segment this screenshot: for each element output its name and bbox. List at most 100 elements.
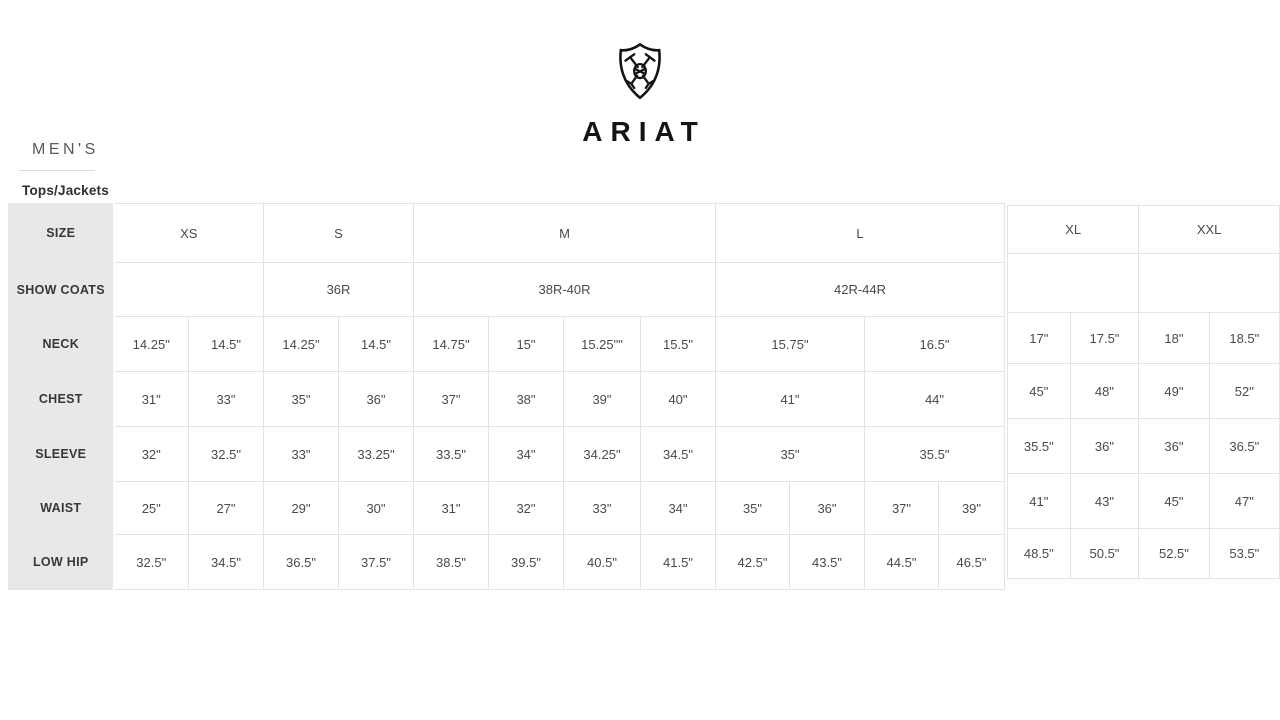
row-label: LOW HIP <box>8 534 115 590</box>
size-cell: 53.5" <box>1208 528 1280 579</box>
size-cell: 36.5" <box>263 534 339 590</box>
size-table-main: SIZE XS S M L SHOW COATS 36R 38R-40R 42R-44R NECK… <box>8 203 1005 590</box>
size-cell: 48.5" <box>1007 528 1071 579</box>
row-label: SLEEVE <box>8 426 115 482</box>
size-cell: 36" <box>789 481 865 535</box>
size-cell: 41.5" <box>640 534 716 590</box>
table-row: CHEST 31" 33" 35" 36" 37" 38" 39" 40" 41" 44" <box>8 371 1005 427</box>
table-row: XL XXL <box>1006 205 1280 254</box>
size-cell: 36.5" <box>1208 418 1280 474</box>
size-cell: 40" <box>640 371 716 427</box>
size-cell: 41" <box>1007 473 1071 529</box>
size-cell: 34.5" <box>640 426 716 482</box>
size-cell: 17.5" <box>1069 312 1140 364</box>
size-cell: 39" <box>563 371 641 427</box>
size-cell: 36R <box>263 262 414 317</box>
size-cell: 37" <box>413 371 489 427</box>
size-cell: 32.5" <box>188 426 264 482</box>
size-cell: 14.5" <box>188 316 264 372</box>
table-row: SLEEVE 32" 32.5" 33" 33.25" 33.5" 34" 34.25" 34.… <box>8 426 1005 482</box>
size-cell: 33" <box>263 426 339 482</box>
table-row: 41" 43" 45" 47" <box>1007 473 1280 529</box>
size-cell: 49" <box>1138 363 1210 419</box>
size-cell <box>1138 253 1280 313</box>
size-cell: 15.5" <box>640 316 716 372</box>
size-cell <box>113 262 264 317</box>
row-label: SIZE <box>8 203 115 263</box>
size-cell: 36" <box>338 371 414 427</box>
table-row: 17" 17.5" 18" 18.5" <box>1007 312 1280 364</box>
size-cell: 25" <box>113 481 189 535</box>
table-row <box>1006 253 1280 313</box>
size-cell: 35" <box>715 481 790 535</box>
size-cell <box>1006 253 1140 313</box>
size-cell: 27" <box>188 481 264 535</box>
brand-logo: ARIAT <box>0 40 1280 148</box>
size-cell: 32" <box>488 481 564 535</box>
size-cell: 44" <box>864 371 1005 427</box>
row-label: CHEST <box>8 371 115 427</box>
size-cell: 35" <box>715 426 865 482</box>
size-cell: 35.5" <box>864 426 1005 482</box>
size-cell: L <box>715 203 1005 263</box>
size-cell: XS <box>113 203 264 263</box>
size-cell: 14.75" <box>413 316 489 372</box>
size-cell: 46.5" <box>938 534 1005 590</box>
size-cell: 15.75" <box>715 316 865 372</box>
size-cell: 14.5" <box>338 316 414 372</box>
size-cell: 38" <box>488 371 564 427</box>
section-title: MEN'S <box>32 141 99 158</box>
brand-name: ARIAT <box>582 116 706 147</box>
size-cell: 52.5" <box>1138 528 1210 579</box>
table-row: SHOW COATS 36R 38R-40R 42R-44R <box>8 262 1005 317</box>
size-cell: 34" <box>640 481 716 535</box>
size-cell: 47" <box>1208 473 1280 529</box>
size-cell: 39.5" <box>488 534 564 590</box>
size-cell: 45" <box>1007 363 1071 419</box>
size-cell: 42.5" <box>715 534 790 590</box>
size-cell: 39" <box>938 481 1005 535</box>
table-row: 35.5" 36" 36" 36.5" <box>1007 418 1280 474</box>
size-cell: 35.5" <box>1007 418 1071 474</box>
size-cell: 42R-44R <box>715 262 1005 317</box>
size-cell: 18.5" <box>1208 312 1280 364</box>
size-cell: 48" <box>1069 363 1140 419</box>
size-cell: 45" <box>1138 473 1210 529</box>
section-divider <box>19 170 95 171</box>
table-row: LOW HIP 32.5" 34.5" 36.5" 37.5" 38.5" 39.5" 40.… <box>8 534 1005 590</box>
size-cell: 37.5" <box>338 534 414 590</box>
size-cell: XL <box>1006 205 1140 254</box>
size-cell: 34.25" <box>563 426 641 482</box>
ariat-shield-icon <box>619 42 661 100</box>
size-cell: 52" <box>1208 363 1280 419</box>
size-cell: 40.5" <box>563 534 641 590</box>
size-cell: 33" <box>563 481 641 535</box>
size-cell: 29" <box>263 481 339 535</box>
table-row: WAIST 25" 27" 29" 30" 31" 32" 33" 34" 35" 36" 37" 39… <box>8 481 1005 535</box>
table-row: SIZE XS S M L <box>8 203 1005 263</box>
size-cell: XXL <box>1138 205 1280 254</box>
size-cell: 35" <box>263 371 339 427</box>
size-cell: 18" <box>1138 312 1210 364</box>
size-cell: 15.25"" <box>563 316 641 372</box>
size-cell: 36" <box>1069 418 1140 474</box>
size-cell: 50.5" <box>1069 528 1140 579</box>
size-cell: 30" <box>338 481 414 535</box>
size-cell: 36" <box>1138 418 1210 474</box>
size-cell: 33.5" <box>413 426 489 482</box>
size-table-xl-xxl: XL XXL 17" 17.5" 18" 18.5" 45" 48" 49" 52" 35.5" 36… <box>1006 205 1280 579</box>
size-cell: 33" <box>188 371 264 427</box>
size-cell: 37" <box>864 481 939 535</box>
size-cell: 14.25" <box>113 316 189 372</box>
subsection-title: Tops/Jackets <box>22 183 109 198</box>
size-cell: M <box>413 203 716 263</box>
size-cell: 15" <box>488 316 564 372</box>
row-label: SHOW COATS <box>8 262 115 317</box>
size-cell: 34" <box>488 426 564 482</box>
row-label: WAIST <box>8 481 115 535</box>
size-cell: 44.5" <box>864 534 939 590</box>
size-cell: 34.5" <box>188 534 264 590</box>
size-cell: 16.5" <box>864 316 1005 372</box>
table-row: 45" 48" 49" 52" <box>1007 363 1280 419</box>
